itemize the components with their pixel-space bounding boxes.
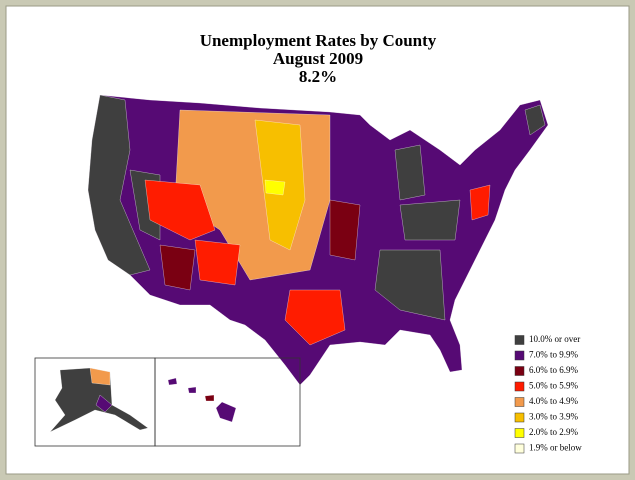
region [215, 401, 237, 423]
region [159, 244, 196, 291]
legend-swatch [514, 335, 525, 345]
us-map [87, 94, 549, 386]
legend-label: 1.9% or below [529, 443, 582, 453]
legend: 10.0% or over 7.0% to 9.9% 6.0% to 6.9% 5.0… [514, 334, 582, 454]
legend-label: 3.0% to 3.9% [529, 412, 578, 422]
legend-label: 5.0% to 5.9% [529, 381, 578, 391]
region [374, 249, 446, 321]
region [284, 289, 346, 346]
region [89, 367, 111, 386]
region [329, 199, 361, 261]
region [187, 386, 197, 394]
legend-label: 7.0% to 9.9% [529, 350, 578, 360]
map-title: Unemployment Rates by County [200, 31, 437, 50]
legend-swatch [514, 428, 525, 438]
region [204, 394, 215, 402]
legend-swatch [514, 397, 525, 407]
region [394, 144, 426, 201]
legend-label: 6.0% to 6.9% [529, 365, 578, 375]
legend-swatch [514, 366, 525, 376]
national-rate: 8.2% [299, 67, 337, 86]
legend-label: 4.0% to 4.9% [529, 396, 578, 406]
legend-swatch [514, 443, 525, 454]
legend-swatch [514, 350, 525, 361]
region [264, 179, 286, 196]
legend-swatch [514, 381, 525, 392]
region [399, 199, 461, 241]
legend-label: 10.0% or over [529, 334, 580, 344]
region [167, 377, 178, 386]
legend-label: 2.0% to 2.9% [529, 427, 578, 437]
region [95, 394, 113, 413]
map-subtitle: August 2009 [273, 49, 363, 68]
region [524, 104, 546, 136]
region [194, 239, 241, 286]
legend-swatch [514, 412, 525, 423]
region [144, 179, 216, 241]
insets [49, 367, 237, 433]
region [87, 94, 151, 276]
region [469, 184, 491, 221]
hawaii-inset [154, 357, 301, 447]
